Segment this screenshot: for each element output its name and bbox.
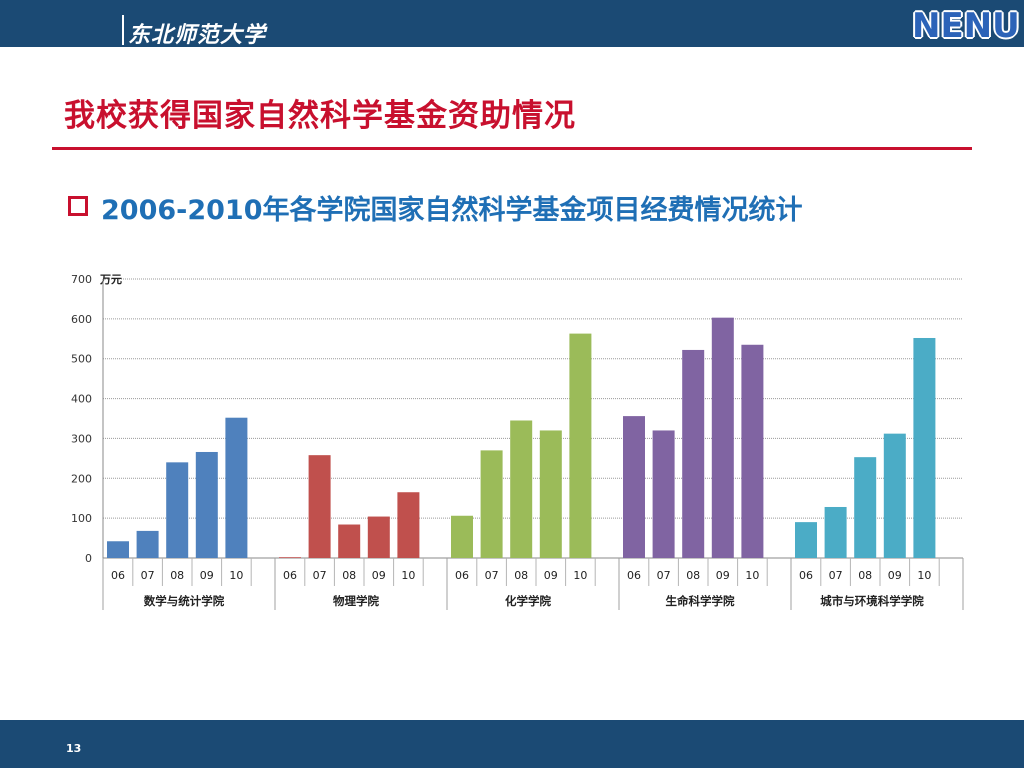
y-tick-label: 300 bbox=[71, 432, 92, 445]
x-tick-label: 06 bbox=[627, 569, 641, 582]
bar bbox=[539, 430, 562, 558]
bar bbox=[569, 333, 592, 558]
group-label: 生命科学学院 bbox=[666, 594, 735, 608]
bar bbox=[854, 457, 877, 558]
x-tick-label: 07 bbox=[313, 569, 327, 582]
x-tick-label: 09 bbox=[544, 569, 558, 582]
bar bbox=[623, 416, 645, 558]
bar bbox=[279, 557, 301, 558]
x-tick-label: 08 bbox=[342, 569, 356, 582]
x-tick-label: 07 bbox=[141, 569, 155, 582]
x-tick-label: 06 bbox=[455, 569, 469, 582]
bullet-square-icon bbox=[68, 196, 88, 216]
y-axis-unit: 万元 bbox=[99, 273, 122, 286]
x-tick-label: 09 bbox=[200, 569, 214, 582]
x-tick-label: 07 bbox=[829, 569, 843, 582]
bar bbox=[913, 337, 936, 558]
page-number: 13 bbox=[66, 742, 82, 755]
x-tick-label: 06 bbox=[283, 569, 297, 582]
x-tick-label: 08 bbox=[858, 569, 872, 582]
bar bbox=[711, 317, 734, 558]
bar bbox=[136, 530, 159, 558]
x-tick-label: 06 bbox=[799, 569, 813, 582]
bar bbox=[195, 451, 218, 558]
x-tick-label: 09 bbox=[716, 569, 730, 582]
y-tick-label: 700 bbox=[71, 273, 92, 286]
bar bbox=[652, 430, 675, 558]
chart-subtitle: 2006-2010年各学院国家自然科学基金项目经费情况统计 bbox=[101, 195, 803, 226]
y-tick-label: 0 bbox=[85, 552, 92, 565]
x-tick-label: 08 bbox=[514, 569, 528, 582]
bar bbox=[883, 433, 906, 558]
x-tick-label: 10 bbox=[745, 569, 759, 582]
x-tick-label: 08 bbox=[170, 569, 184, 582]
y-tick-label: 500 bbox=[71, 353, 92, 366]
header-bar: 东北师范大学 NENU bbox=[0, 0, 1024, 48]
x-tick-label: 09 bbox=[372, 569, 386, 582]
y-tick-label: 600 bbox=[71, 313, 92, 326]
bar bbox=[367, 516, 390, 558]
bar bbox=[338, 524, 361, 558]
bar bbox=[166, 462, 189, 558]
y-tick-label: 100 bbox=[71, 512, 92, 525]
y-tick-label: 400 bbox=[71, 393, 92, 406]
bar bbox=[225, 417, 248, 558]
title-divider bbox=[52, 147, 972, 150]
x-tick-label: 08 bbox=[686, 569, 700, 582]
nenu-logo: NENU bbox=[912, 6, 1020, 46]
footer-bar bbox=[0, 720, 1024, 768]
bar bbox=[824, 506, 847, 558]
x-tick-label: 10 bbox=[573, 569, 587, 582]
bar bbox=[682, 349, 705, 558]
x-tick-label: 10 bbox=[229, 569, 243, 582]
bar bbox=[107, 541, 129, 558]
bar bbox=[510, 420, 533, 558]
group-label: 数学与统计学院 bbox=[144, 594, 225, 608]
x-tick-label: 10 bbox=[917, 569, 931, 582]
bar bbox=[451, 515, 473, 558]
x-tick-label: 07 bbox=[485, 569, 499, 582]
x-tick-label: 09 bbox=[888, 569, 902, 582]
bar bbox=[308, 455, 331, 558]
group-label: 城市与环境科学学院 bbox=[820, 594, 924, 608]
header-divider bbox=[122, 15, 124, 45]
group-label: 物理学院 bbox=[333, 594, 379, 608]
bar bbox=[480, 450, 503, 558]
bar bbox=[741, 344, 764, 558]
y-tick-label: 200 bbox=[71, 472, 92, 485]
x-tick-label: 10 bbox=[401, 569, 415, 582]
page-title: 我校获得国家自然科学基金资助情况 bbox=[64, 98, 576, 134]
group-label: 化学学院 bbox=[505, 594, 551, 608]
x-tick-label: 06 bbox=[111, 569, 125, 582]
bar-chart: 0 100 200 300 400 500 600 700 万元 06 07 08 09 10 数学与统计学… bbox=[71, 273, 964, 610]
university-name: 东北师范大学 bbox=[128, 22, 267, 48]
x-tick-label: 07 bbox=[657, 569, 671, 582]
bar bbox=[397, 492, 420, 558]
bar bbox=[795, 522, 817, 558]
